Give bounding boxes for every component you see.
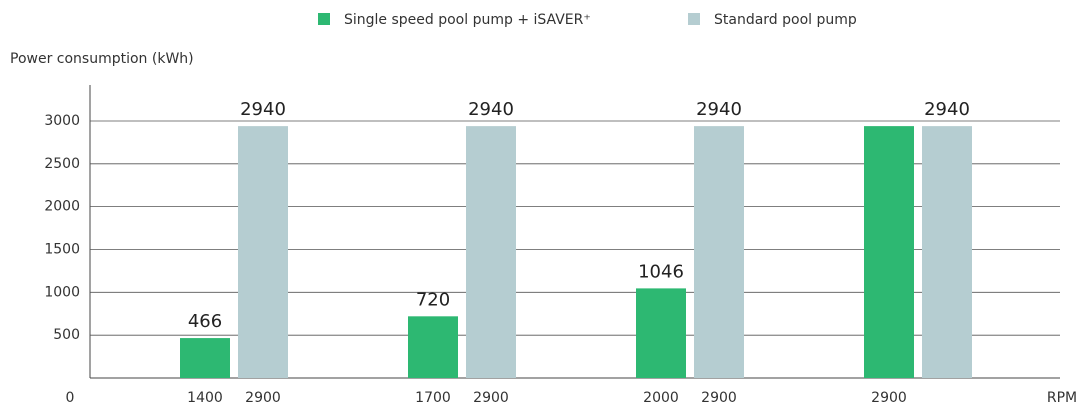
x-axis-title: RPM <box>1047 390 1077 406</box>
value-label: 2940 <box>924 99 970 120</box>
bar <box>408 316 458 378</box>
y-tick-label: 2500 <box>44 156 80 172</box>
bar <box>636 288 686 378</box>
x-tick-label: 2900 <box>701 390 737 406</box>
bar <box>864 126 914 379</box>
x-tick-label: 1400 <box>187 390 223 406</box>
value-label: 2940 <box>240 99 286 120</box>
value-label: 2940 <box>696 99 742 120</box>
value-label: 2940 <box>468 99 514 120</box>
y-tick-label: 1500 <box>44 241 80 257</box>
value-label: 1046 <box>638 261 684 282</box>
x-tick-label: 2000 <box>643 390 679 406</box>
legend-swatch <box>688 13 700 25</box>
y-tick-label: 0 <box>66 390 75 406</box>
x-tick-label: 2900 <box>245 390 281 406</box>
x-tick-label: 2900 <box>871 390 907 406</box>
value-label: 720 <box>416 289 450 310</box>
bar <box>922 126 972 379</box>
bar <box>694 126 744 379</box>
legend-swatch <box>318 13 330 25</box>
y-tick-label: 3000 <box>44 113 80 129</box>
x-tick-label: 1700 <box>415 390 451 406</box>
y-axis-title: Power consumption (kWh) <box>10 51 194 67</box>
legend-label: Single speed pool pump + iSAVER⁺ <box>344 12 591 28</box>
bar <box>466 126 516 379</box>
bar <box>180 338 230 378</box>
x-tick-label: 2900 <box>473 390 509 406</box>
y-tick-label: 500 <box>53 327 80 343</box>
y-tick-label: 2000 <box>44 199 80 215</box>
value-label: 466 <box>188 311 222 332</box>
bar <box>238 126 288 379</box>
y-tick-label: 1000 <box>44 284 80 300</box>
legend-label: Standard pool pump <box>714 12 857 28</box>
